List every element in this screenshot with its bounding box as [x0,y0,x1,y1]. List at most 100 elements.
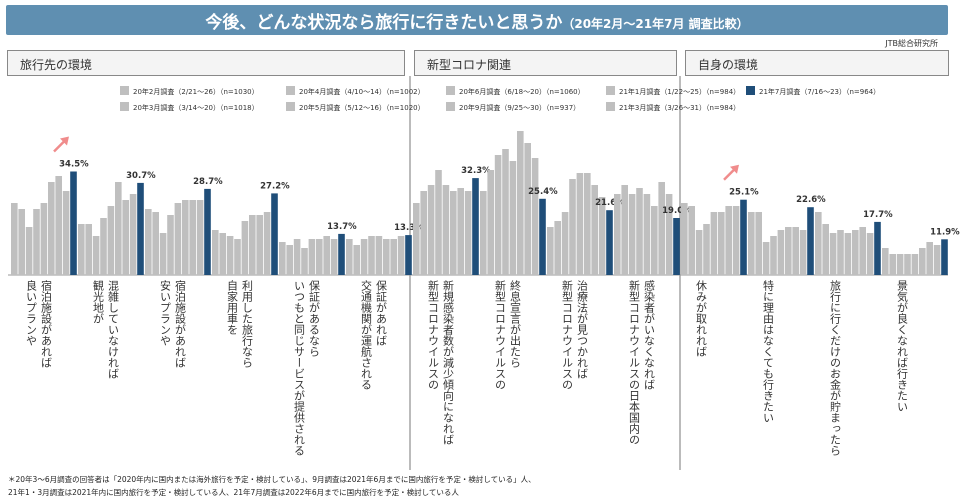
legend-swatch [120,102,129,111]
legend-label: 20年3月調査（3/14～20）（n=1018） [133,103,259,112]
bar [748,212,755,275]
bar [762,242,770,275]
bar [807,207,814,275]
bar [11,203,18,275]
legend-label: 20年2月調査（2/21～26）（n=1030） [133,87,259,96]
footnote-1: ＊20年3～6月調査の回答者は「2020年内に国内または海外旅行を予定・検討して… [8,475,536,484]
bar [397,236,405,275]
bar [822,224,829,275]
bar [554,221,561,275]
bar [487,170,494,275]
bar [413,203,420,275]
bar [182,200,189,275]
data-label: 22.6% [796,195,826,205]
bar [48,182,55,275]
category-label: いつもと同じサービスが提供される [293,280,306,456]
data-label: 30.7% [126,171,156,181]
category-label: 景気が良くなれば行きたい [896,280,909,412]
bar [145,209,152,275]
bar [792,227,799,275]
bar [375,236,383,275]
bar [308,239,316,275]
legend-swatch [606,86,615,95]
title-sub: （20年2月～21年7月 調査比較） [562,17,749,31]
bar [435,170,442,275]
bar [837,230,844,275]
category-label: 観光地が [92,279,105,324]
bar [480,191,487,275]
category-label: 保証があれば [375,279,388,346]
data-label: 32.3% [461,166,491,176]
bar [896,254,904,275]
bar [226,236,234,275]
category-label: 治療法が見つかれば [576,279,589,379]
legend-label: 20年6月調査（6/18～20）（n=1060） [459,87,585,96]
bar [628,194,636,275]
bar [539,198,546,275]
bar [703,224,710,275]
title-bar: 今後、どんな状況なら旅行に行きたいと思うか（20年2月～21年7月 調査比較） [6,5,948,35]
bar [718,212,725,275]
bar [740,199,747,275]
bar [85,224,92,275]
category-label: 感染者がいなくなれば [643,280,656,390]
bar [725,206,732,275]
bar [561,212,569,275]
bar [18,209,25,275]
bar [196,200,204,275]
section-header-covid: 新型コロナ関連 [414,50,677,76]
bar [643,194,651,275]
bar [606,210,613,275]
bar [256,215,263,275]
bar [159,233,167,275]
data-label: 25.4% [528,187,558,197]
bar [338,233,345,275]
bar [383,239,390,275]
bar [234,239,241,275]
bar [569,179,576,275]
bar [457,188,464,275]
bar [874,221,881,275]
bar [100,218,107,275]
bar [78,224,85,275]
bar [40,203,48,275]
bar [316,239,323,275]
bar [904,254,911,275]
page-title: 今後、どんな状況なら旅行に行きたいと思うか（20年2月～21年7月 調査比較） [6,8,948,33]
bar [591,185,598,275]
bar [212,230,219,275]
bar [33,209,40,275]
bar [55,176,62,275]
legend-swatch [446,102,455,111]
bar [70,171,77,275]
bar [279,242,286,275]
legend-swatch [120,86,129,95]
bar [152,212,159,275]
bar [859,227,866,275]
bar [815,212,822,275]
category-label: 終息宣言が出たら [509,279,522,368]
bar [636,188,643,275]
data-label: 21.6% [595,198,625,208]
bar [576,173,584,275]
bar [882,248,889,275]
bar [621,185,628,275]
bar [770,236,777,275]
bar [174,203,182,275]
bar [829,233,837,275]
category-label: 宿泊施設があれば [40,279,53,368]
category-label: 良いプランや [25,279,38,346]
bar [524,143,531,275]
legend-swatch [286,102,295,111]
footnote-2: 21年1・3月調査は2021年内に国内旅行を予定・検討している人、21年7月調査… [8,488,459,497]
source-label: JTB総合研究所 [885,39,938,48]
bar [665,194,673,275]
data-label: 27.2% [260,181,290,191]
bar [755,212,762,275]
bar [866,233,874,275]
arrow-head-icon [60,136,69,146]
bar [263,212,271,275]
bar [62,191,70,275]
bar [167,215,174,275]
bar [286,245,293,275]
